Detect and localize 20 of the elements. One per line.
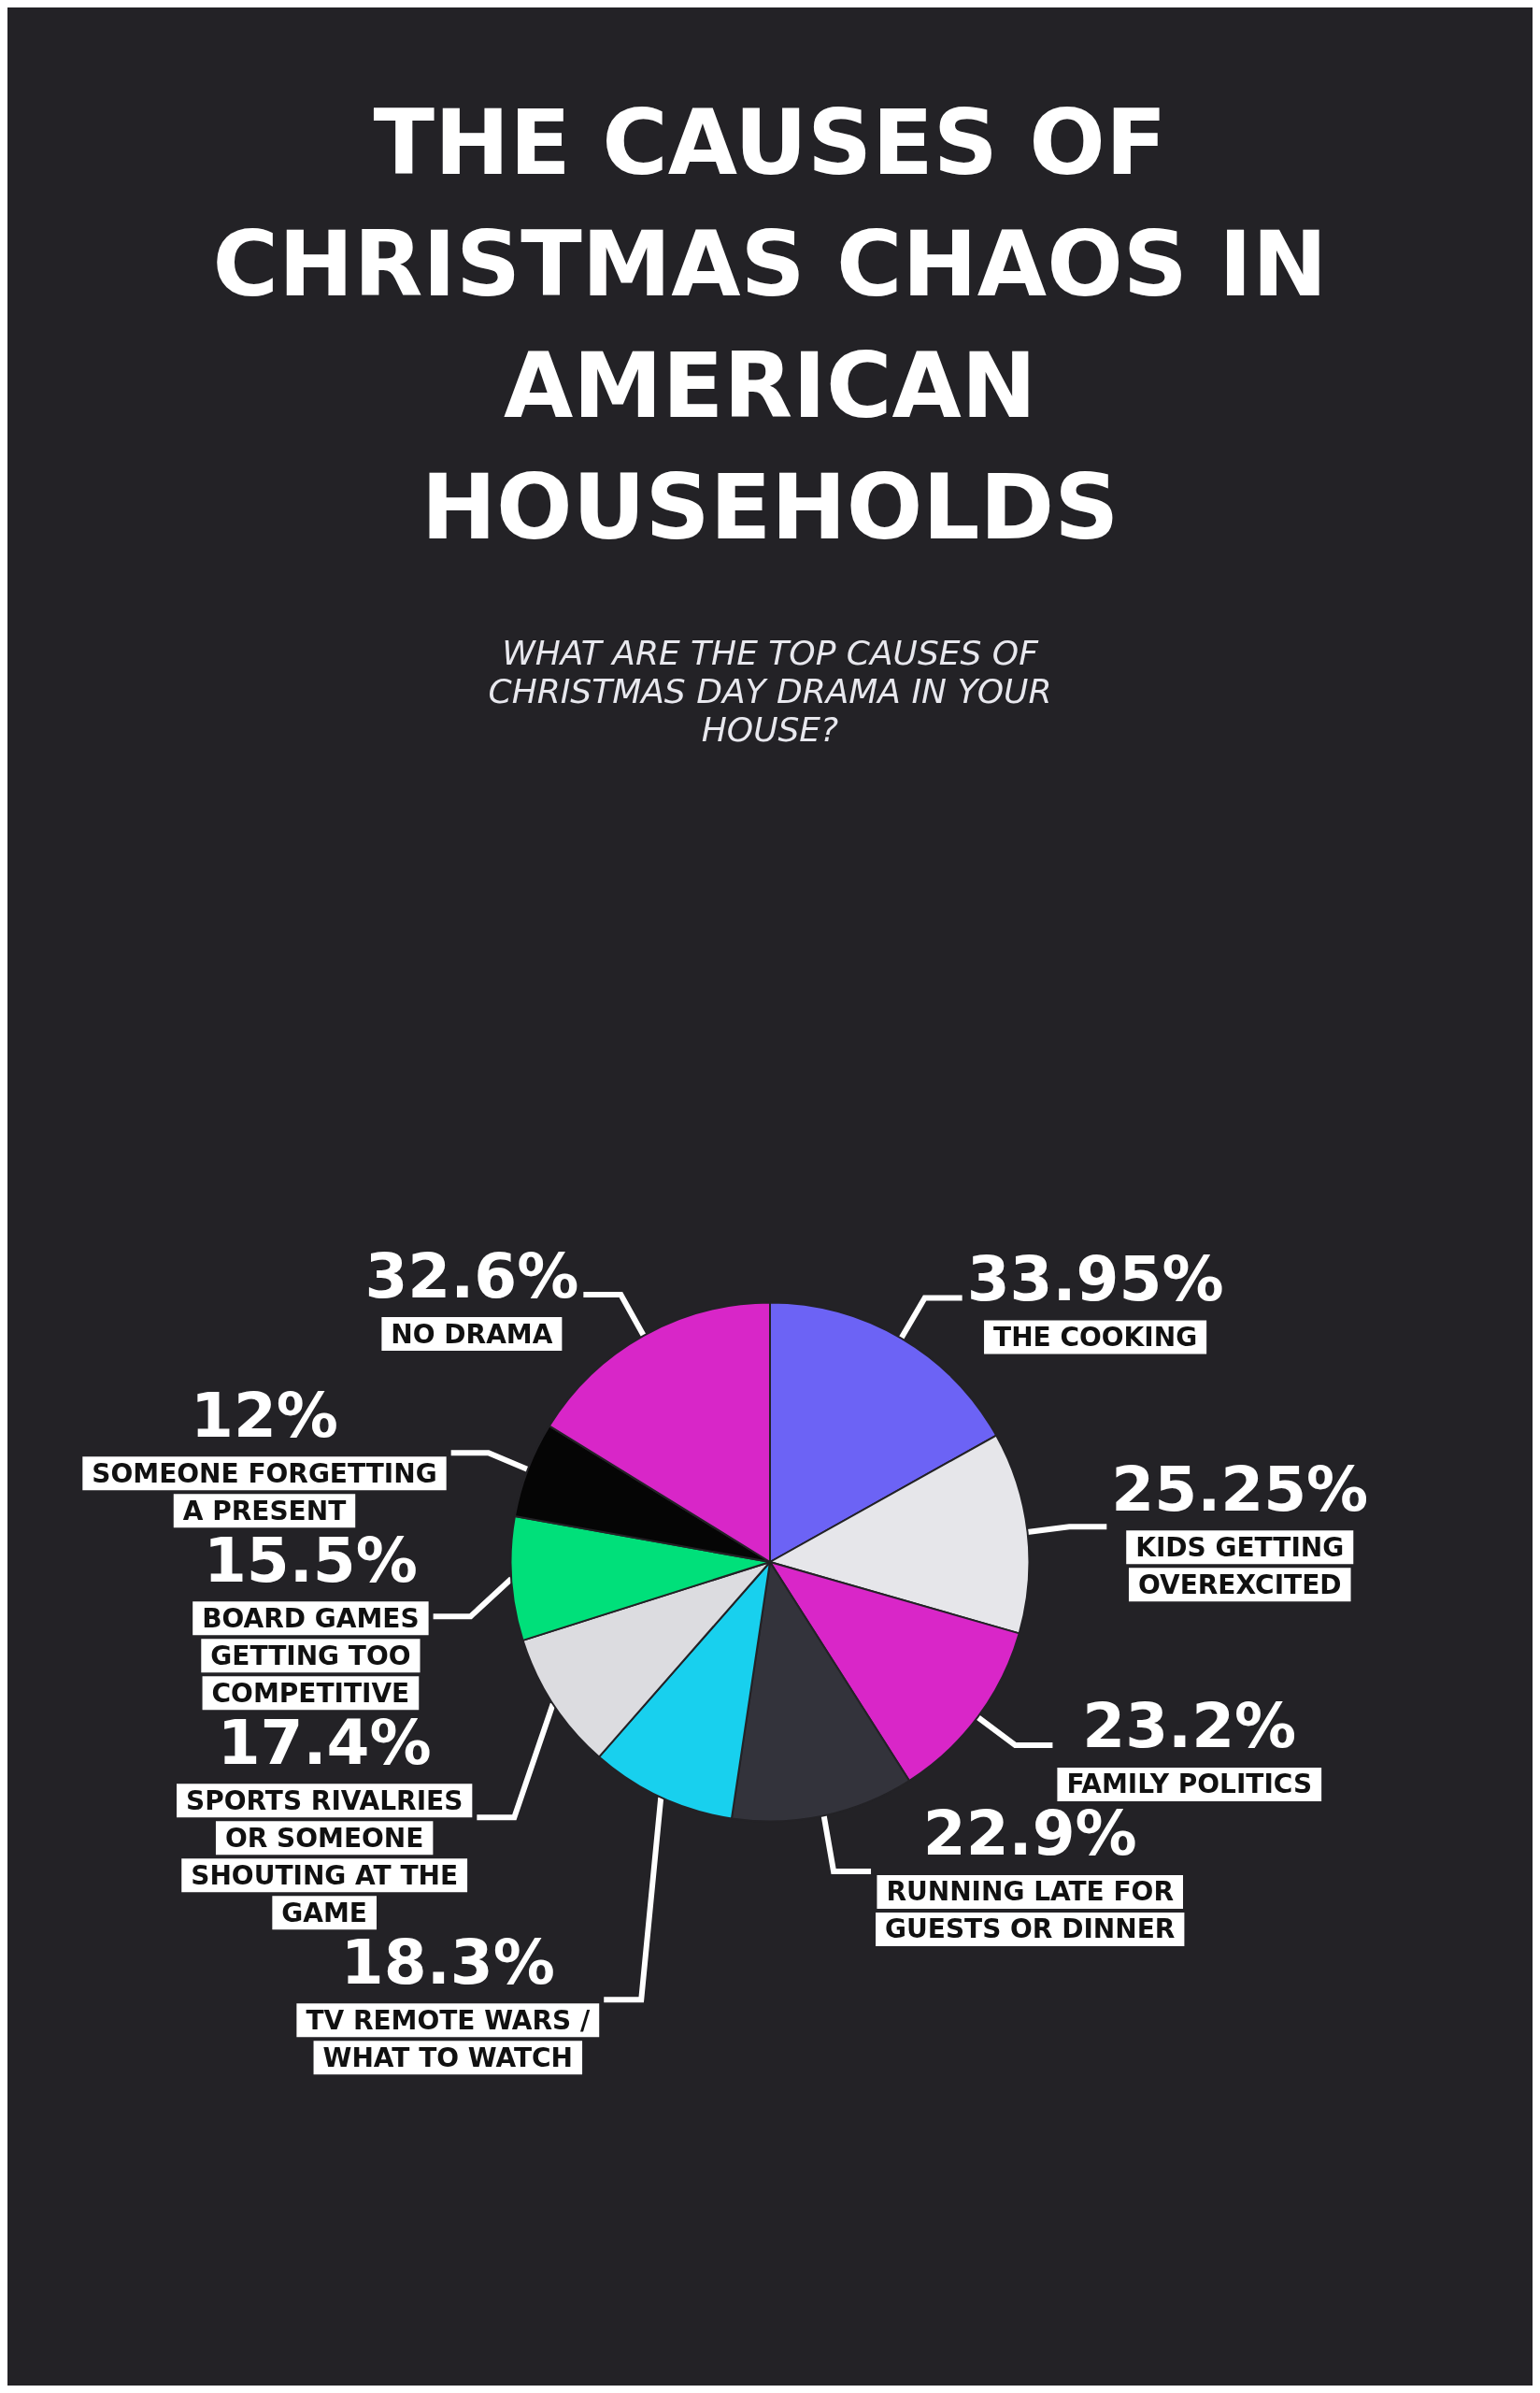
data-label: 15.5% — [203, 1524, 418, 1597]
slice-label: THE COOKING — [993, 1322, 1198, 1354]
slice-label: SPORTS RIVALRIES OR SOMEONE SHOUTING AT THE GAME — [186, 1784, 463, 1928]
data-label: 23.2% — [1082, 1690, 1297, 1763]
slice-label: RUNNING LATE FOR GUESTS OR DINNER — [885, 1876, 1176, 1945]
slice-label: BOARD GAMES GETTING TOO COMPETITIVE — [202, 1602, 420, 1709]
slice-label: FAMILY POLITICS — [1066, 1769, 1313, 1800]
data-label: 17.4% — [217, 1706, 432, 1779]
data-label: 25.25% — [1111, 1453, 1369, 1526]
data-label: 12% — [191, 1379, 338, 1452]
chart-title: THE CAUSES OF CHRISTMAS CHAOS IN AMERICAN HOUSEHOLDS — [211, 90, 1329, 562]
slice-label: TV REMOTE WARS / WHAT TO WATCH — [306, 2004, 591, 2073]
data-label: 18.3% — [340, 1926, 555, 1999]
data-label: 33.95% — [966, 1243, 1224, 1316]
data-label: 32.6% — [364, 1239, 579, 1312]
slice-label: SOMEONE FORGETTING A PRESENT — [92, 1457, 437, 1526]
chart-subtitle: WHAT ARE THE TOP CAUSES OF CHRISTMAS DAY DRAMA IN YOUR HOUSE? — [487, 634, 1053, 749]
slice-label: KIDS GETTING OVEREXCITED — [1135, 1531, 1345, 1600]
data-label: 22.9% — [922, 1798, 1137, 1870]
slice-label: NO DRAMA — [391, 1318, 553, 1350]
